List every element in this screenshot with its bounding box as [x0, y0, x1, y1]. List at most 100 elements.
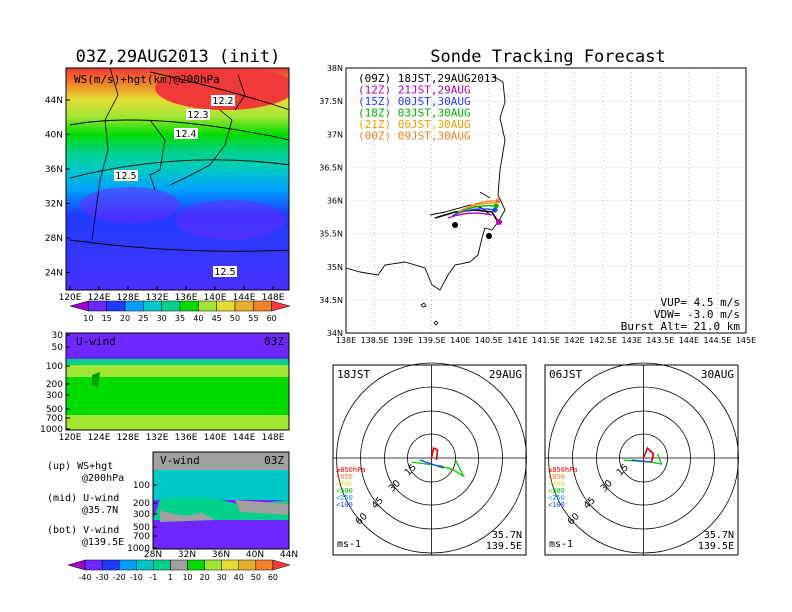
track-x-tick: 140E	[450, 336, 470, 345]
track-legend-entry: (21Z) 06JST,30AUG	[358, 118, 471, 131]
u-y-tick: 500	[46, 405, 63, 415]
u-x-tick: 136E	[175, 433, 198, 443]
hodo-date: 29AUG	[489, 368, 522, 381]
contour-line	[149, 71, 289, 111]
hodo-level: <700	[336, 480, 353, 488]
hodo-level: <500	[548, 487, 565, 495]
right-title: Sonde Tracking Forecast	[430, 47, 665, 67]
track-legend-entry: (00Z) 09JST,30AUG	[358, 130, 471, 143]
track-panel: 138E 138.5E 139E 139.5E 140E 140.5E 141E 141.5E…	[319, 64, 756, 345]
contour-label: 12.5	[115, 171, 136, 182]
v-y-tick: 700	[133, 532, 150, 542]
colorbar-swatch	[238, 559, 257, 571]
track-00z	[459, 200, 499, 212]
contour-labels: 12.2 12.3 12.4 12.5 12.5	[114, 95, 237, 278]
note-line: (up) WS+hgt	[47, 461, 113, 472]
map-x-tick: 124E	[88, 293, 111, 303]
hodograph-frame	[544, 364, 739, 556]
colorbar-swatch	[170, 559, 188, 571]
u-wind-label: U-wind	[76, 335, 116, 348]
track-y-tick: 35N	[327, 263, 343, 272]
map-y-ticks: 44N 40N 36N 32N 28N 24N	[45, 96, 70, 279]
colorbar-label: -30	[96, 573, 109, 582]
note-line: (mid) U-wind	[47, 493, 119, 504]
colorbar-label: -20	[113, 573, 126, 582]
map-y-tick: 32N	[45, 200, 63, 210]
hodo-level: <850	[548, 473, 565, 481]
left-title: 03Z,29AUG2013 (init)	[76, 47, 281, 67]
hodo-trace	[631, 459, 652, 463]
v-y-tick: 500	[133, 523, 150, 533]
colorbar-label: 35	[175, 314, 185, 323]
hodo-level: <850	[336, 473, 353, 481]
contour-line	[69, 159, 289, 179]
map-x-tick: 140E	[204, 293, 227, 303]
track-y-tick: 36.5N	[319, 163, 343, 172]
u-y-tick: 30	[52, 331, 64, 341]
map-y-tick: 40N	[45, 131, 63, 141]
track-x-tick: 139.5E	[418, 336, 446, 345]
coastline-japan	[169, 74, 246, 186]
hodo-lon: 139.5E	[486, 541, 522, 552]
track-legend-entry: (09Z) 18JST,29AUG2013	[358, 72, 497, 85]
colorbar-swatch	[161, 300, 181, 312]
u-x-tick: 140E	[204, 433, 227, 443]
track-x-tick: 144E	[679, 336, 699, 345]
colorbar-swatch	[88, 300, 107, 312]
map-y-tick: 24N	[45, 269, 63, 279]
colorbar-label: 45	[212, 314, 222, 323]
map-x-tick: 148E	[262, 293, 285, 303]
vup-text: VUP= 4.5 m/s	[661, 296, 740, 309]
u-y-tick: 300	[46, 391, 63, 401]
hodo-date: 30AUG	[701, 368, 734, 381]
hodo-level: <700	[548, 480, 565, 488]
colorbar-label: -40	[79, 573, 92, 582]
hodograph-1: 18JST 29AUG15304560ms-135.7N139.5E≥850hPa…	[332, 362, 527, 556]
colorbar-swatch	[253, 300, 272, 312]
colorbar-swatch	[221, 559, 240, 571]
colorbar-swatch	[67, 559, 86, 571]
colorbar-swatch	[198, 300, 217, 312]
colorbar-swatch	[106, 300, 126, 312]
track-x-tick: 138E	[336, 336, 356, 345]
colorbar-label: 10	[182, 573, 192, 582]
colorbar-label: 50	[230, 314, 240, 323]
contour-label: 12.3	[187, 110, 208, 121]
hodo-level: <250	[548, 494, 565, 502]
track-y-tick: 37N	[327, 130, 343, 139]
v-x-tick: 36N	[212, 550, 230, 560]
track-x-tick: 145E	[736, 336, 756, 345]
v-x-tick: 40N	[246, 550, 264, 560]
hodo-level: <250	[336, 494, 353, 502]
v-y-tick: 1000	[127, 544, 150, 554]
v-y-tick: 200	[133, 499, 150, 509]
map-x-tick: 136E	[175, 293, 198, 303]
u-x-tick: 120E	[59, 433, 82, 443]
colorbar-label: -10	[130, 573, 143, 582]
track-x-tick: 144.5E	[703, 336, 731, 345]
map-x-tick: 132E	[146, 293, 169, 303]
track-y-tick: 34.5N	[319, 296, 343, 305]
hodo-lon: 139.5E	[698, 541, 734, 552]
u-x-tick: 128E	[117, 433, 140, 443]
colorbar-swatch	[255, 559, 274, 571]
sonde-tracks	[434, 198, 502, 239]
u-x-tick: 148E	[262, 433, 285, 443]
hodo-trace	[642, 446, 655, 463]
colorbar-swatch	[124, 300, 144, 312]
colorbar-label: 30	[157, 314, 167, 323]
colorbar-label: 20	[200, 573, 210, 582]
hodo-units: ms-1	[549, 539, 573, 550]
map-y-tick: 44N	[45, 96, 63, 106]
hodo-units: ms-1	[337, 539, 361, 550]
u-y-tick: 1000	[40, 425, 63, 435]
map-label: WS(m/s)+hgt(km)@200hPa	[74, 73, 220, 86]
map-x-tick: 128E	[117, 293, 140, 303]
track-x-tick: 140.5E	[475, 336, 503, 345]
v-wind-label: V-wind	[160, 454, 200, 467]
contour-label: 12.5	[214, 267, 235, 278]
track-y-tick: 38N	[327, 64, 343, 73]
